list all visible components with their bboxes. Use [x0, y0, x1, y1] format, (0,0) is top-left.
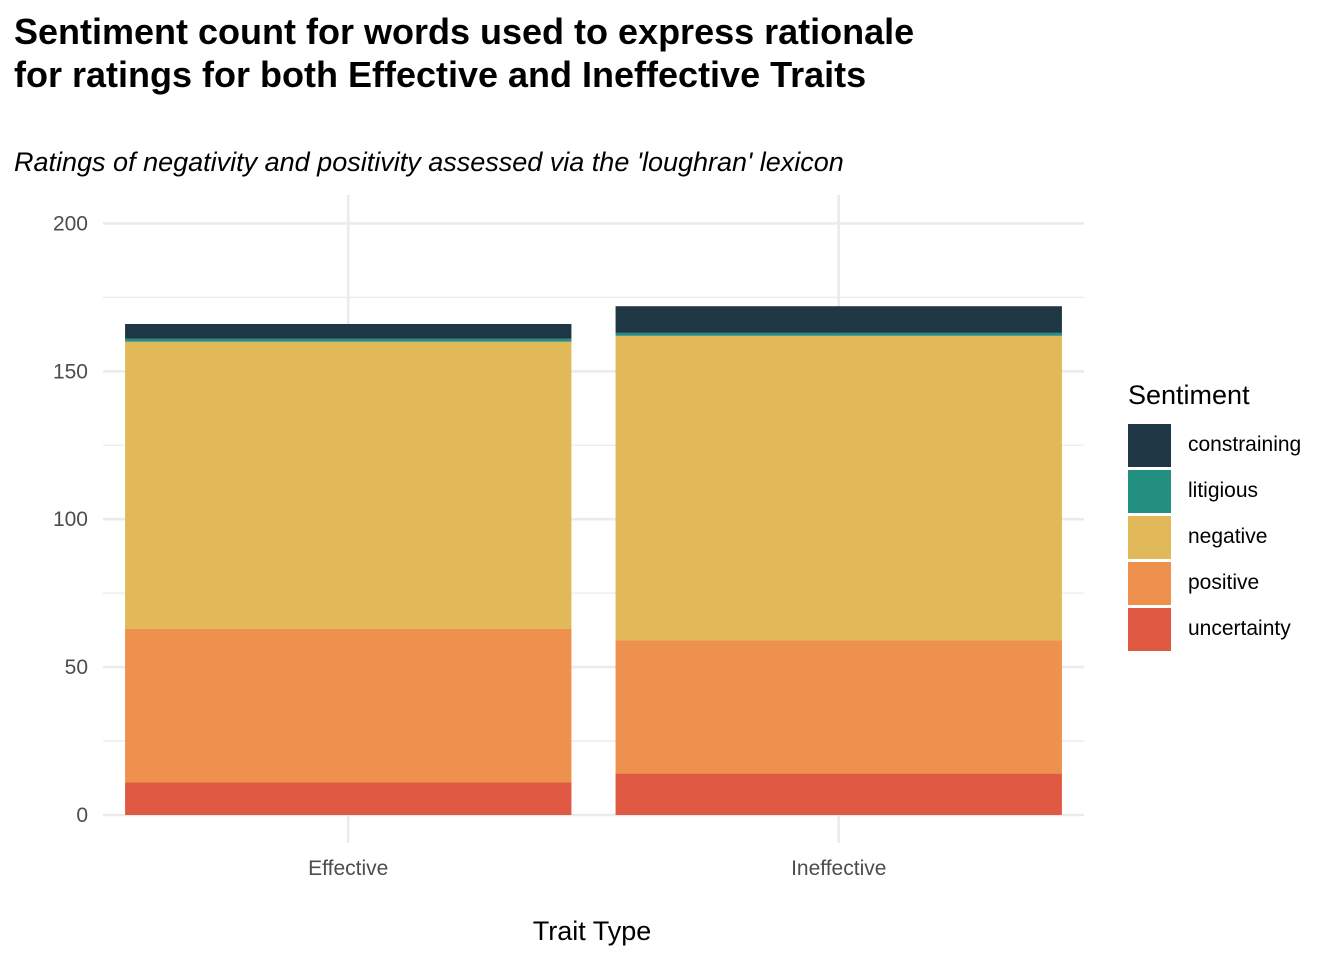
- legend-label: negative: [1188, 525, 1268, 548]
- y-tick-label: 200: [53, 212, 88, 235]
- bar-segment-constraining-effective: [125, 323, 572, 339]
- bar-segment-positive-ineffective: [615, 640, 1062, 774]
- bars: [125, 306, 1062, 815]
- legend-label: uncertainty: [1188, 617, 1291, 640]
- chart-title-line-1: Sentiment count for words used to expres…: [14, 11, 915, 52]
- bar-segment-litigious-effective: [125, 338, 572, 342]
- bar-segment-uncertainty-effective: [125, 782, 572, 815]
- chart-title-line-2: for ratings for both Effective and Ineff…: [14, 54, 867, 95]
- x-tick-label: Effective: [308, 857, 388, 880]
- legend-label: constraining: [1188, 433, 1302, 456]
- y-axis-ticks: 0 50 100 150 200: [53, 212, 88, 827]
- legend-label: litigious: [1188, 479, 1259, 502]
- legend-swatch: [1128, 423, 1171, 467]
- y-tick-label: 0: [76, 804, 88, 827]
- legend-title: Sentiment: [1128, 380, 1250, 410]
- legend-item-positive: positive: [1128, 560, 1301, 606]
- legend-label: positive: [1188, 571, 1260, 594]
- x-axis-ticks: Effective Ineffective: [308, 857, 886, 880]
- legend-swatch: [1128, 607, 1171, 651]
- legend-item-constraining: constraining: [1128, 422, 1301, 468]
- legend-items: constraining litigious negative positive unc…: [1128, 422, 1301, 652]
- bar-segment-constraining-ineffective: [615, 306, 1062, 333]
- y-tick-label: 150: [53, 360, 88, 383]
- legend-swatch: [1128, 515, 1171, 559]
- y-tick-label: 50: [65, 656, 88, 679]
- bar-segment-uncertainty-ineffective: [615, 773, 1062, 815]
- chart-title: Sentiment count for words used to expres…: [14, 10, 1114, 96]
- chart-subtitle: Ratings of negativity and positivity ass…: [14, 147, 844, 177]
- bar-segment-negative-ineffective: [615, 335, 1062, 641]
- bar-segment-negative-effective: [125, 341, 572, 629]
- legend: Sentiment constraining litigious negative p…: [1128, 380, 1301, 652]
- bar-segment-litigious-ineffective: [615, 332, 1062, 336]
- x-axis-title: Trait Type: [533, 916, 652, 946]
- legend-swatch: [1128, 561, 1171, 605]
- legend-item-negative: negative: [1128, 514, 1301, 560]
- legend-swatch: [1128, 469, 1171, 513]
- bar-segment-positive-effective: [125, 628, 572, 783]
- legend-item-uncertainty: uncertainty: [1128, 606, 1301, 652]
- x-tick-label: Ineffective: [791, 857, 886, 880]
- legend-item-litigious: litigious: [1128, 468, 1301, 514]
- y-tick-label: 100: [53, 508, 88, 531]
